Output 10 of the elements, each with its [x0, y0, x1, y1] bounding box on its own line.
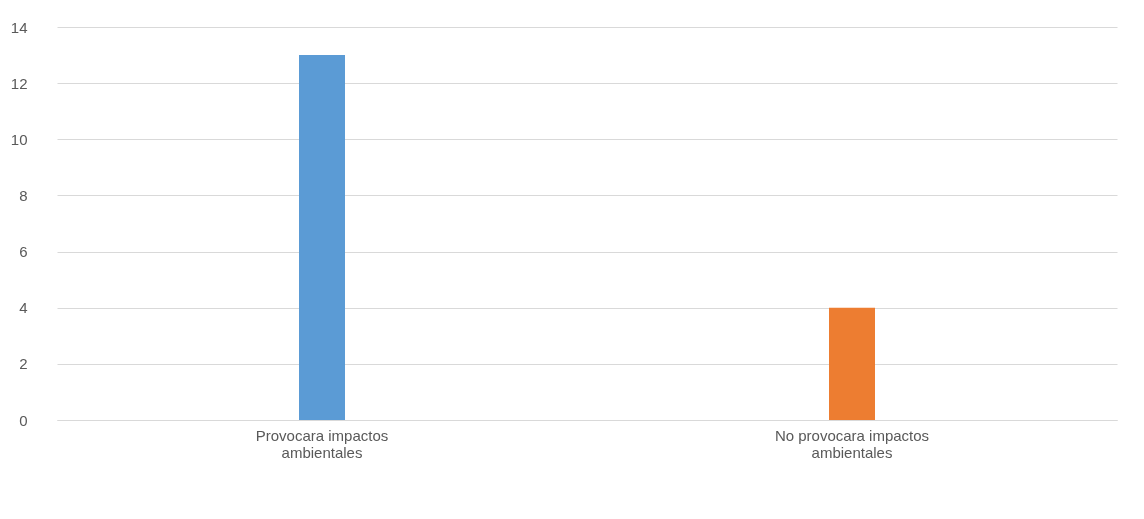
x-tick-label: No provocara impactos ambientales: [774, 426, 930, 461]
y-tick-label: 8: [19, 186, 28, 204]
y-tick-label: 0: [19, 411, 28, 429]
y-tick-label: 14: [10, 18, 28, 36]
y-tick-label: 10: [10, 130, 28, 148]
x-tick-label: Provocara impactos ambientales: [255, 426, 389, 461]
y-tick-label: 12: [10, 74, 28, 92]
y-tick-label: 6: [19, 243, 28, 261]
y-tick-label: 2: [19, 355, 28, 373]
y-tick-label: 4: [19, 299, 28, 317]
